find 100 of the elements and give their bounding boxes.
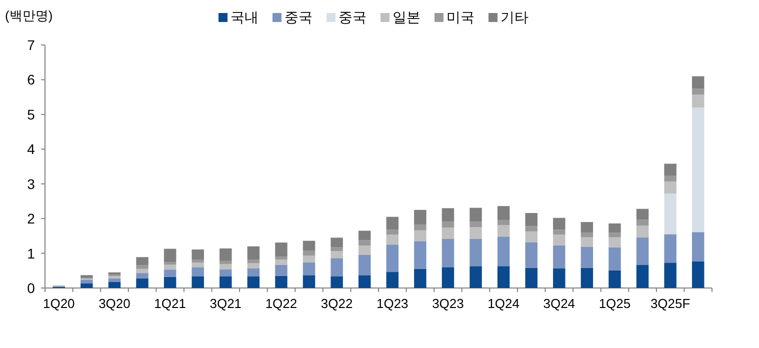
bar	[302, 250, 316, 256]
bar	[497, 225, 510, 237]
bar	[136, 278, 148, 288]
x-tick-label: 3Q25F	[650, 296, 690, 311]
bar	[164, 264, 176, 270]
y-axis-title: (백만명)	[5, 8, 53, 23]
bar	[608, 223, 621, 233]
bar	[108, 282, 121, 288]
bar	[525, 242, 538, 268]
x-tick-label: 1Q20	[42, 296, 75, 311]
bar	[553, 218, 566, 230]
bar	[470, 208, 482, 222]
bar	[442, 238, 454, 268]
bar	[330, 258, 343, 276]
legend-label: 국내	[230, 9, 258, 25]
bar	[608, 270, 621, 288]
bar	[636, 264, 649, 288]
bar	[247, 263, 260, 268]
bar	[414, 224, 426, 230]
bar	[302, 256, 316, 262]
bar	[525, 268, 538, 288]
bar	[636, 208, 649, 220]
bar	[580, 232, 594, 238]
bar	[470, 266, 482, 288]
bar	[358, 275, 371, 288]
bar	[220, 264, 232, 270]
bar	[470, 222, 482, 228]
bar	[358, 240, 371, 246]
bar	[497, 206, 510, 220]
bar	[358, 246, 371, 255]
bar	[136, 265, 148, 269]
bar	[275, 242, 288, 257]
y-tick-label: 4	[27, 141, 36, 158]
bar	[553, 230, 566, 235]
bar	[442, 208, 454, 222]
bar	[580, 268, 594, 288]
bar	[414, 268, 426, 288]
bar	[664, 194, 676, 234]
bar	[692, 261, 704, 288]
bar	[692, 88, 704, 95]
bar	[497, 220, 510, 226]
x-tick-label: 3Q24	[543, 296, 576, 311]
bar	[636, 220, 649, 226]
bar	[525, 226, 538, 232]
legend-label: 중국	[284, 9, 312, 25]
bar	[664, 181, 676, 194]
bar	[302, 240, 316, 251]
legend-label: 기타	[500, 9, 528, 25]
bar	[470, 238, 482, 266]
bar	[580, 222, 594, 232]
bar	[692, 76, 704, 89]
bar	[220, 260, 232, 264]
bar	[220, 269, 232, 276]
x-tick-label: 1Q24	[488, 296, 520, 311]
bar	[525, 213, 538, 226]
bar	[553, 245, 566, 268]
bar	[302, 275, 316, 288]
bar	[386, 216, 399, 230]
bar	[275, 264, 288, 276]
bar	[358, 254, 371, 276]
bar	[330, 276, 343, 288]
bar	[192, 267, 204, 276]
bar	[136, 268, 148, 274]
x-tick-label: 3Q22	[320, 296, 353, 311]
bar	[220, 276, 232, 288]
bar	[608, 232, 621, 238]
x-tick-label: 1Q22	[265, 296, 298, 311]
y-tick-label: 6	[27, 72, 36, 88]
bar	[275, 256, 288, 260]
bar	[664, 164, 676, 176]
bar	[692, 232, 704, 262]
bar	[136, 273, 148, 278]
bar	[164, 248, 176, 262]
bar	[442, 222, 454, 228]
y-tick-label: 3	[27, 176, 36, 192]
x-tick-label: 3Q21	[210, 296, 242, 311]
legend-label: 일본	[392, 9, 420, 25]
bar	[108, 272, 121, 275]
bar	[386, 244, 399, 272]
bar	[330, 238, 343, 248]
x-tick-label: 1Q23	[376, 296, 408, 311]
y-tick-label: 1	[27, 245, 36, 262]
bar	[497, 266, 510, 288]
bar	[636, 226, 649, 238]
bar	[414, 241, 426, 269]
legend-label: 중국	[338, 9, 366, 25]
bar	[358, 230, 371, 240]
y-tick-label: 0	[27, 280, 36, 296]
bar	[164, 276, 176, 288]
bar	[247, 268, 260, 276]
bar	[608, 247, 621, 270]
bar	[497, 236, 510, 266]
bar	[664, 262, 676, 288]
bar	[247, 276, 260, 288]
bar	[275, 276, 288, 288]
y-tick-label: 2	[27, 210, 36, 227]
bar	[580, 246, 594, 268]
bar	[414, 210, 426, 224]
bar	[108, 278, 121, 282]
bar	[442, 267, 454, 288]
